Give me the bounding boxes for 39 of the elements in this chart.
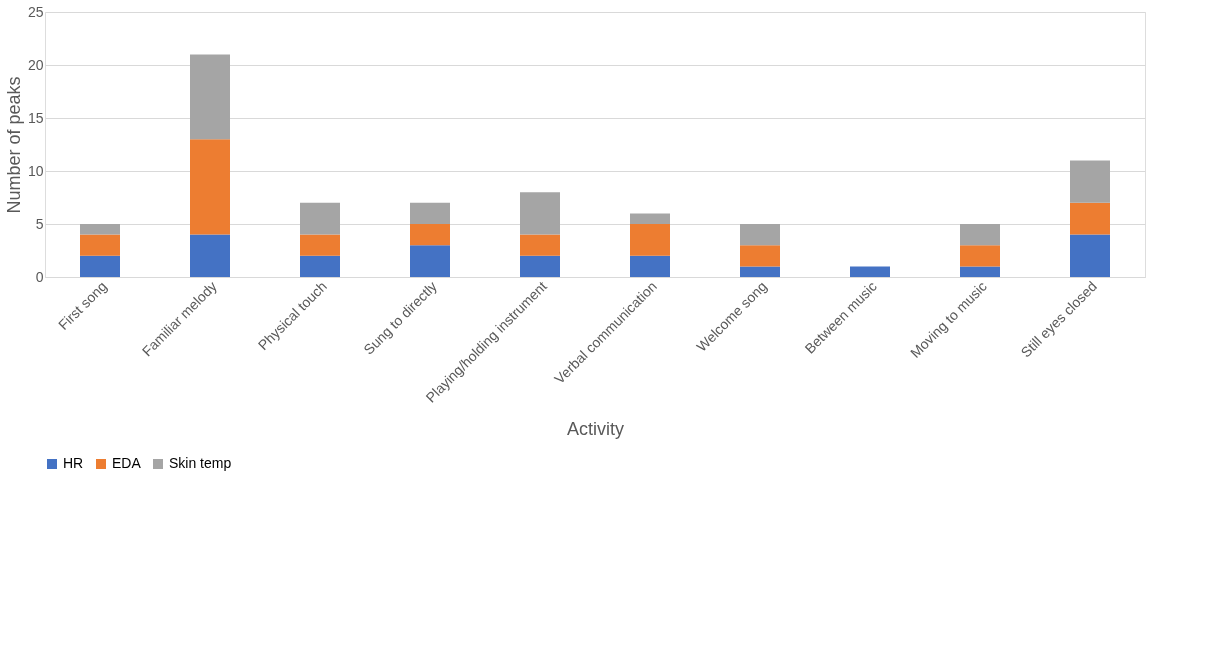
bar xyxy=(1070,160,1110,203)
legend-label: EDA xyxy=(112,455,142,471)
bar xyxy=(190,139,230,235)
y-tick-label: 15 xyxy=(27,109,44,126)
bar xyxy=(630,213,670,224)
bar xyxy=(80,255,120,277)
bar xyxy=(630,224,670,256)
bar xyxy=(1070,234,1110,277)
y-tick-label: 25 xyxy=(27,3,44,20)
bar xyxy=(80,234,120,256)
bar xyxy=(740,245,780,267)
bar xyxy=(190,234,230,277)
bar xyxy=(740,224,780,246)
bar xyxy=(630,255,670,277)
y-axis-title: Number of peaks xyxy=(3,76,24,214)
bar xyxy=(300,234,340,256)
bar xyxy=(850,266,890,277)
legend-label: HR xyxy=(63,455,84,471)
bar xyxy=(300,202,340,235)
y-tick-label: 10 xyxy=(27,162,44,179)
bar xyxy=(80,224,120,235)
bar xyxy=(190,54,230,140)
bar xyxy=(740,266,780,277)
y-tick-label: 0 xyxy=(35,268,44,285)
bar xyxy=(410,245,450,277)
bar xyxy=(960,245,1000,267)
bar xyxy=(1070,202,1110,235)
x-axis-title: Activity xyxy=(566,418,625,439)
bar xyxy=(300,255,340,277)
y-tick-label: 20 xyxy=(27,56,44,73)
bar xyxy=(410,202,450,224)
bar xyxy=(960,266,1000,277)
bar xyxy=(960,224,1000,246)
legend-label: Skin temp xyxy=(169,455,232,471)
bar xyxy=(520,234,560,256)
bar xyxy=(520,255,560,277)
y-tick-label: 5 xyxy=(35,215,44,232)
bar xyxy=(520,192,560,235)
bar xyxy=(410,224,450,246)
